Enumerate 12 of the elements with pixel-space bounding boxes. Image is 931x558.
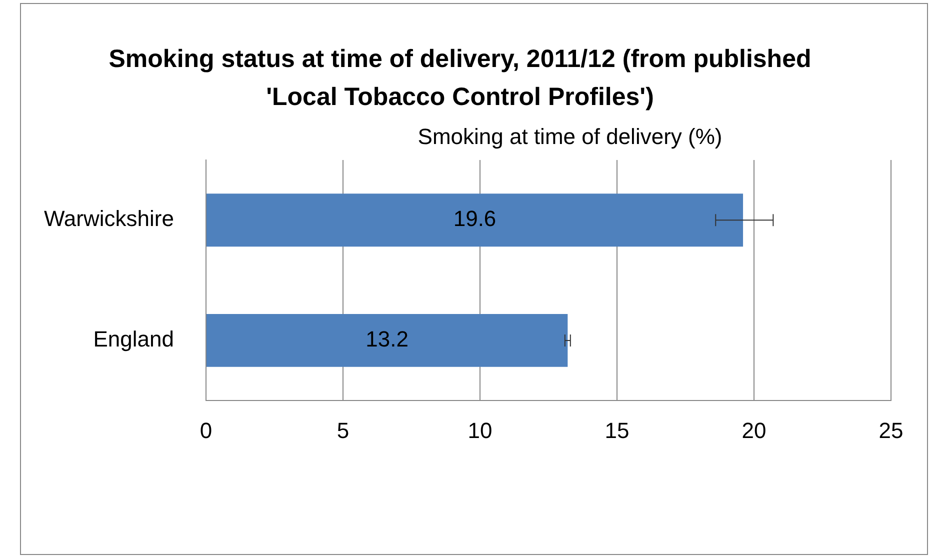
- x-tick-label: 25: [878, 418, 904, 443]
- x-tick-label: 0: [200, 418, 212, 443]
- x-tick-label: 20: [742, 418, 766, 443]
- x-axis-title: Smoking at time of delivery (%): [416, 124, 724, 150]
- data-label: 19.6: [453, 206, 496, 232]
- y-tick-label: Warwickshire: [44, 206, 174, 232]
- data-label: 13.2: [366, 326, 408, 352]
- x-tick-label: 5: [336, 418, 350, 443]
- x-tick-label: 10: [468, 418, 492, 443]
- y-tick-label: England: [93, 326, 174, 352]
- x-tick-label: 15: [604, 418, 630, 443]
- chart-title: Smoking status at time of delivery, 2011/12 (from published 'Local Tobacco Control Profiles'): [108, 44, 812, 113]
